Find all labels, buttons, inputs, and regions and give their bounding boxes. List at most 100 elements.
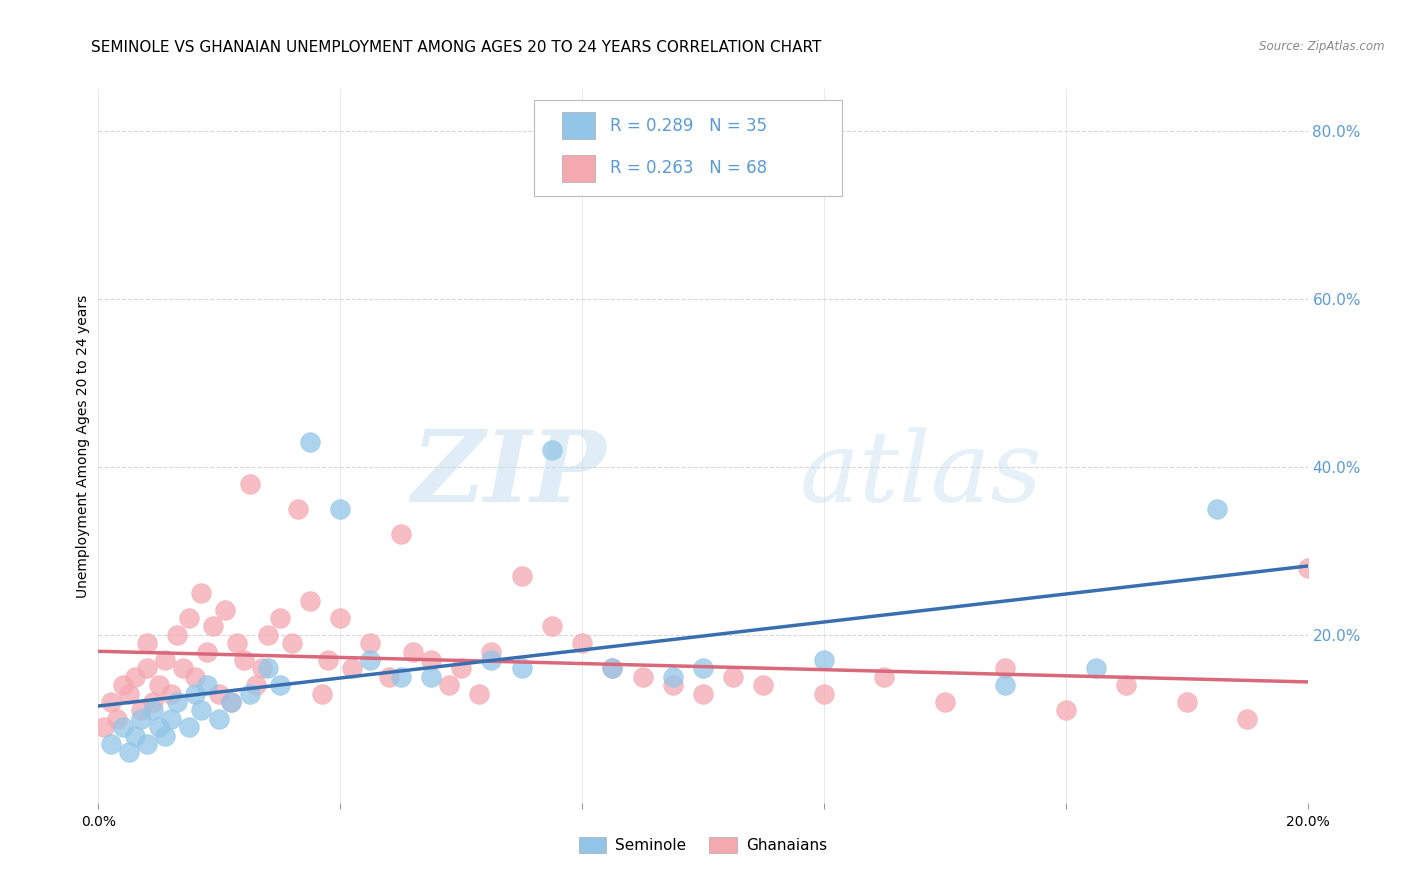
Point bbox=[813, 653, 835, 667]
Point bbox=[269, 611, 291, 625]
Point bbox=[118, 746, 141, 760]
Text: ZIP: ZIP bbox=[412, 426, 606, 523]
Point bbox=[232, 653, 254, 667]
Point bbox=[153, 653, 176, 667]
Text: SEMINOLE VS GHANAIAN UNEMPLOYMENT AMONG AGES 20 TO 24 YEARS CORRELATION CHART: SEMINOLE VS GHANAIAN UNEMPLOYMENT AMONG … bbox=[91, 40, 821, 55]
Point bbox=[602, 661, 624, 675]
Point bbox=[692, 687, 714, 701]
Point bbox=[93, 720, 115, 734]
Point bbox=[1115, 678, 1137, 692]
Point bbox=[571, 636, 593, 650]
Point bbox=[1236, 712, 1258, 726]
Point bbox=[311, 687, 333, 701]
Point bbox=[1175, 695, 1198, 709]
Point bbox=[166, 628, 188, 642]
Point bbox=[179, 611, 201, 625]
Point bbox=[190, 703, 212, 717]
Point bbox=[256, 661, 278, 675]
FancyBboxPatch shape bbox=[561, 112, 595, 139]
Legend: Seminole, Ghanaians: Seminole, Ghanaians bbox=[572, 830, 834, 859]
Point bbox=[602, 661, 624, 675]
Point bbox=[142, 695, 165, 709]
Point bbox=[934, 695, 956, 709]
Point bbox=[105, 712, 128, 726]
Point bbox=[420, 653, 443, 667]
Point bbox=[873, 670, 896, 684]
Point bbox=[172, 661, 194, 675]
Point bbox=[129, 712, 152, 726]
Point bbox=[287, 502, 309, 516]
Point bbox=[256, 628, 278, 642]
Text: R = 0.289   N = 35: R = 0.289 N = 35 bbox=[610, 117, 768, 135]
Point bbox=[377, 670, 399, 684]
Point bbox=[402, 645, 425, 659]
Text: atlas: atlas bbox=[800, 427, 1042, 522]
Text: R = 0.263   N = 68: R = 0.263 N = 68 bbox=[610, 160, 768, 178]
Point bbox=[179, 720, 201, 734]
FancyBboxPatch shape bbox=[561, 155, 595, 182]
Point bbox=[1296, 560, 1319, 574]
Point bbox=[540, 619, 562, 633]
Point bbox=[166, 695, 188, 709]
Point bbox=[148, 678, 170, 692]
Point bbox=[360, 636, 382, 650]
Point bbox=[208, 712, 231, 726]
Point bbox=[329, 502, 352, 516]
Point bbox=[1369, 703, 1392, 717]
Point bbox=[389, 527, 412, 541]
Point bbox=[124, 670, 146, 684]
Point bbox=[239, 687, 262, 701]
Point bbox=[510, 569, 533, 583]
Point bbox=[245, 678, 267, 692]
Point bbox=[752, 678, 775, 692]
Y-axis label: Unemployment Among Ages 20 to 24 years: Unemployment Among Ages 20 to 24 years bbox=[76, 294, 90, 598]
Point bbox=[692, 661, 714, 675]
FancyBboxPatch shape bbox=[534, 100, 842, 196]
Point bbox=[142, 703, 165, 717]
Point bbox=[124, 729, 146, 743]
Point bbox=[299, 594, 322, 608]
Point bbox=[226, 636, 249, 650]
Point bbox=[1054, 703, 1077, 717]
Text: Source: ZipAtlas.com: Source: ZipAtlas.com bbox=[1260, 40, 1385, 54]
Point bbox=[100, 737, 122, 751]
Point bbox=[148, 720, 170, 734]
Point bbox=[118, 687, 141, 701]
Point bbox=[135, 737, 157, 751]
Point bbox=[481, 653, 503, 667]
Point bbox=[160, 687, 183, 701]
Point bbox=[184, 687, 207, 701]
Point bbox=[723, 670, 745, 684]
Point bbox=[221, 695, 243, 709]
Point bbox=[184, 670, 207, 684]
Point bbox=[239, 476, 262, 491]
Point bbox=[214, 603, 236, 617]
Point bbox=[100, 695, 122, 709]
Point bbox=[135, 661, 157, 675]
Point bbox=[195, 678, 218, 692]
Point bbox=[202, 619, 225, 633]
Point bbox=[1327, 678, 1350, 692]
Point bbox=[329, 611, 352, 625]
Point bbox=[1357, 695, 1379, 709]
Point bbox=[195, 645, 218, 659]
Point bbox=[250, 661, 273, 675]
Point bbox=[281, 636, 304, 650]
Point bbox=[631, 670, 654, 684]
Point bbox=[342, 661, 364, 675]
Point bbox=[160, 712, 183, 726]
Point bbox=[468, 687, 491, 701]
Point bbox=[510, 661, 533, 675]
Point bbox=[221, 695, 243, 709]
Point bbox=[994, 661, 1017, 675]
Point bbox=[661, 670, 683, 684]
Point bbox=[111, 678, 134, 692]
Point bbox=[389, 670, 412, 684]
Point bbox=[153, 729, 176, 743]
Point bbox=[360, 653, 382, 667]
Point bbox=[1206, 502, 1229, 516]
Point bbox=[420, 670, 443, 684]
Point bbox=[994, 678, 1017, 692]
Point bbox=[299, 434, 322, 449]
Point bbox=[208, 687, 231, 701]
